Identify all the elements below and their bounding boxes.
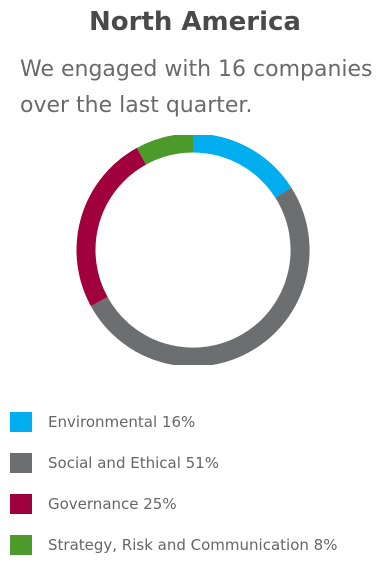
legend-swatch-governance — [10, 494, 32, 514]
legend-item-environmental: Environmental 16% — [10, 405, 385, 439]
legend-label-environmental: Environmental 16% — [48, 413, 196, 431]
donut-chart — [68, 135, 318, 365]
donut-slice-social-ethical — [90, 187, 310, 365]
legend-item-governance: Governance 25% — [10, 487, 385, 521]
legend-label-social-ethical: Social and Ethical 51% — [48, 454, 219, 472]
region-title: North America — [89, 7, 301, 37]
donut-slice-strategy-risk — [136, 135, 194, 165]
engagement-summary: We engaged with 16 companies over the la… — [20, 57, 373, 118]
legend-label-governance: Governance 25% — [48, 495, 177, 513]
donut-slice-environmental — [192, 135, 292, 198]
legend-swatch-social-ethical — [10, 453, 32, 473]
legend-item-strategy-risk: Strategy, Risk and Communication 8% — [10, 528, 385, 562]
donut-chart-svg — [76, 135, 310, 365]
legend-swatch-environmental — [10, 412, 32, 432]
chart-legend: Environmental 16% Social and Ethical 51%… — [10, 405, 385, 569]
legend-swatch-strategy-risk — [10, 535, 32, 555]
donut-slice-governance — [76, 147, 147, 307]
legend-label-strategy-risk: Strategy, Risk and Communication 8% — [48, 536, 338, 554]
legend-item-social-ethical: Social and Ethical 51% — [10, 446, 385, 480]
